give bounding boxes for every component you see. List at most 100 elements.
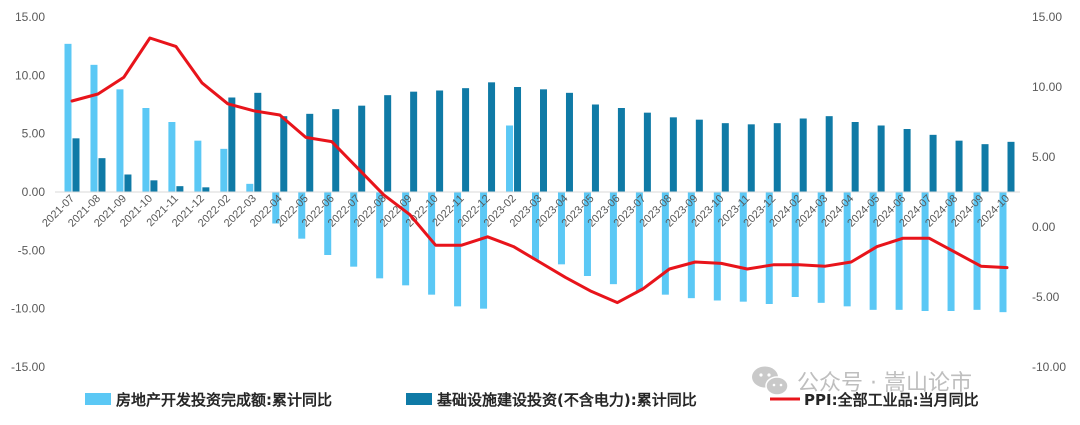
right-y-axis: -10.00 -5.00 0.00 5.00 10.00 15.00 bbox=[1032, 10, 1066, 374]
bar-infrastructure bbox=[72, 138, 80, 192]
bar-infrastructure bbox=[591, 104, 599, 192]
bar-infrastructure bbox=[565, 92, 573, 192]
legend-item-ppi: PPI:全部工业品:当月同比 bbox=[770, 391, 979, 409]
watermark-text: 公众号 · 嵩山论市 bbox=[797, 371, 972, 396]
bar-infrastructure bbox=[202, 187, 210, 192]
bar-real-estate bbox=[64, 43, 72, 193]
bar-real-estate bbox=[272, 192, 280, 224]
bar-infrastructure bbox=[669, 117, 677, 192]
bar-infrastructure bbox=[695, 119, 703, 192]
bar-real-estate bbox=[220, 148, 228, 192]
right-y-tick-label: -5.00 bbox=[1032, 290, 1060, 304]
bar-real-estate bbox=[90, 64, 98, 192]
bar-real-estate bbox=[194, 140, 202, 192]
left-y-tick-label: -10.00 bbox=[11, 302, 45, 316]
bar-real-estate bbox=[635, 192, 643, 292]
bar-real-estate bbox=[583, 192, 591, 276]
bar-real-estate bbox=[350, 192, 358, 267]
bar-infrastructure bbox=[280, 116, 288, 192]
bar-real-estate bbox=[168, 122, 176, 192]
wechat-icon bbox=[752, 366, 789, 396]
bar-infrastructure bbox=[929, 134, 937, 192]
legend-label-infrastructure: 基础设施建设投资(不含电力):累计同比 bbox=[436, 391, 697, 409]
bar-infrastructure bbox=[98, 158, 106, 192]
bar-real-estate bbox=[246, 183, 254, 192]
bar-infrastructure bbox=[176, 186, 184, 192]
bar-real-estate bbox=[921, 192, 929, 311]
bar-infrastructure bbox=[332, 109, 340, 192]
bar-real-estate bbox=[557, 192, 565, 265]
real-estate-bars bbox=[64, 43, 1007, 313]
legend-swatch-infrastructure bbox=[406, 393, 432, 405]
bar-real-estate bbox=[869, 192, 877, 310]
bar-infrastructure bbox=[384, 95, 392, 192]
right-y-tick-label: -10.00 bbox=[1032, 360, 1066, 374]
bar-infrastructure bbox=[721, 123, 729, 192]
bar-infrastructure bbox=[955, 140, 963, 192]
bar-real-estate bbox=[895, 192, 903, 310]
bar-real-estate bbox=[376, 192, 384, 279]
bar-real-estate bbox=[609, 192, 617, 285]
right-y-tick-label: 15.00 bbox=[1032, 10, 1062, 24]
legend-swatch-real-estate bbox=[85, 393, 111, 405]
bar-real-estate bbox=[506, 125, 514, 192]
bar-infrastructure bbox=[150, 180, 158, 192]
left-y-tick-label: 10.00 bbox=[15, 68, 45, 82]
bar-real-estate bbox=[661, 192, 669, 295]
bar-infrastructure bbox=[747, 124, 755, 192]
right-y-tick-label: 10.00 bbox=[1032, 80, 1062, 94]
bar-real-estate bbox=[480, 192, 488, 309]
x-axis-ticks: 2021-072021-082021-092021-102021-112021-… bbox=[40, 193, 1012, 230]
bar-infrastructure bbox=[825, 116, 833, 192]
bar-real-estate bbox=[843, 192, 851, 307]
bar-real-estate bbox=[324, 192, 332, 255]
left-y-axis: -15.00 -10.00 -5.00 0.00 5.00 10.00 15.00 bbox=[11, 10, 45, 374]
bar-real-estate bbox=[298, 192, 306, 239]
bar-real-estate bbox=[454, 192, 462, 307]
bar-infrastructure bbox=[1007, 141, 1015, 192]
left-y-tick-label: 5.00 bbox=[22, 127, 46, 141]
infrastructure-bars bbox=[72, 82, 1015, 192]
bar-real-estate bbox=[817, 192, 825, 303]
left-y-tick-label: 0.00 bbox=[22, 185, 46, 199]
legend-item-real-estate: 房地产开发投资完成额:累计同比 bbox=[85, 391, 332, 409]
legend: 房地产开发投资完成额:累计同比 基础设施建设投资(不含电力):累计同比 PPI:… bbox=[85, 391, 979, 409]
bar-infrastructure bbox=[851, 122, 859, 192]
bar-real-estate bbox=[765, 192, 773, 304]
right-y-tick-label: 0.00 bbox=[1032, 220, 1056, 234]
bar-infrastructure bbox=[643, 112, 651, 192]
bar-real-estate bbox=[428, 192, 436, 295]
bar-infrastructure bbox=[228, 97, 236, 192]
bar-real-estate bbox=[687, 192, 695, 299]
bar-real-estate bbox=[713, 192, 721, 301]
bar-infrastructure bbox=[462, 88, 470, 192]
bar-infrastructure bbox=[410, 91, 418, 192]
legend-label-real-estate: 房地产开发投资完成额:累计同比 bbox=[116, 391, 332, 409]
bar-infrastructure bbox=[306, 113, 314, 192]
bar-infrastructure bbox=[877, 125, 885, 192]
bar-infrastructure bbox=[254, 92, 262, 192]
bar-real-estate bbox=[999, 192, 1007, 313]
bar-real-estate bbox=[973, 192, 981, 310]
ppi-line bbox=[70, 36, 1009, 305]
bar-infrastructure bbox=[903, 129, 911, 192]
bar-real-estate bbox=[142, 108, 150, 192]
bar-real-estate bbox=[739, 192, 747, 302]
bar-infrastructure bbox=[358, 105, 366, 192]
left-y-tick-label: 15.00 bbox=[15, 10, 45, 24]
bar-real-estate bbox=[791, 192, 799, 297]
bar-real-estate bbox=[402, 192, 410, 286]
legend-label-ppi: PPI:全部工业品:当月同比 bbox=[804, 391, 979, 409]
right-y-tick-label: 5.00 bbox=[1032, 150, 1056, 164]
bar-infrastructure bbox=[799, 118, 807, 192]
bar-infrastructure bbox=[124, 174, 132, 192]
bar-infrastructure bbox=[514, 87, 522, 192]
bar-infrastructure bbox=[488, 82, 496, 192]
legend-item-infrastructure: 基础设施建设投资(不含电力):累计同比 bbox=[406, 391, 697, 409]
bar-infrastructure bbox=[981, 144, 989, 192]
bar-infrastructure bbox=[436, 90, 444, 192]
bar-real-estate bbox=[532, 192, 539, 260]
watermark: 公众号 · 嵩山论市 bbox=[752, 366, 972, 396]
